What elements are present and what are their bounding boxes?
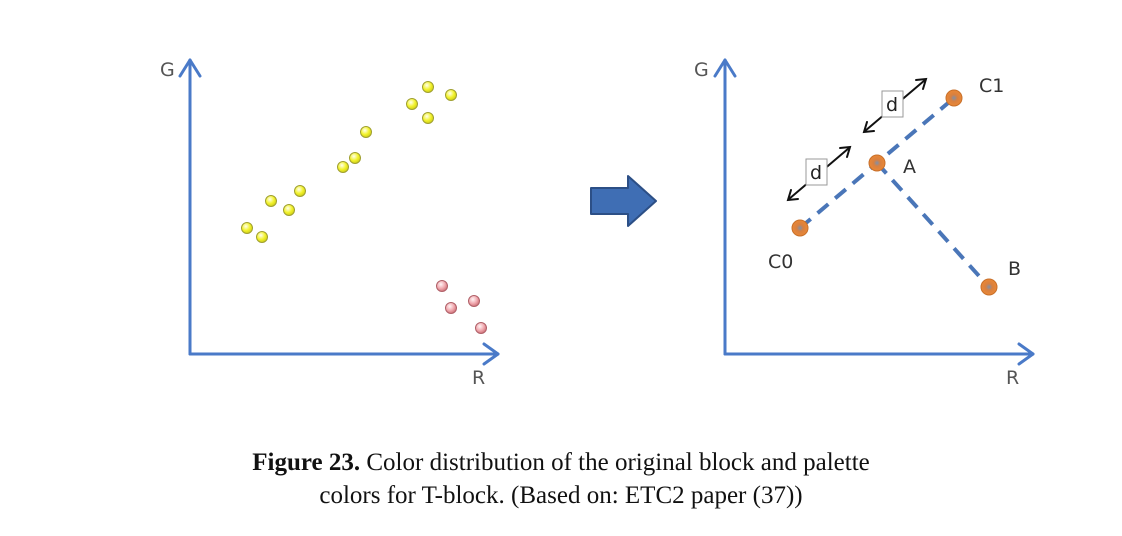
palette-points [791,89,998,296]
distance-label-upper-box [881,90,904,118]
distance-label-lower-text: d [810,162,822,184]
red-point [468,295,480,307]
palette-dashed-lines [798,96,991,289]
red-point [445,302,457,314]
yellow-point [294,185,306,197]
caption-text-line-1: Color distribution of the original block… [360,449,870,476]
distance-label-lower: d [805,158,828,186]
left-y-axis-arrowhead [178,58,202,78]
left-plot: G R [160,58,500,389]
yellow-point [406,98,418,110]
figure-caption: Figure 23. Color distribution of the ori… [0,446,1122,512]
right-y-axis-arrowhead [713,58,737,78]
left-x-axis-label: R [472,367,485,389]
point-a [868,154,886,172]
label-c1: C1 [979,75,1004,97]
yellow-point [265,195,277,207]
upper-distance-arrowhead-end [915,77,928,90]
distance-label-upper: d [881,90,904,118]
distance-arrows [786,77,928,202]
yellow-point [445,89,457,101]
lower-distance-arrowhead-end [839,145,852,158]
red-point [436,280,448,292]
yellow-cluster [241,81,457,243]
yellow-point [241,222,253,234]
red-cluster [436,280,487,334]
right-axes [713,58,1035,366]
point-c1 [945,89,963,107]
label-a: A [903,156,916,178]
red-point [475,322,487,334]
transition-arrow [590,175,657,227]
point-b [980,278,998,296]
right-plot: G R d d [694,58,1035,389]
caption-text-line-2: colors for T-block. (Based on: ETC2 pape… [319,482,803,509]
caption-line-1: Figure 23. Color distribution of the ori… [0,446,1122,479]
yellow-point [283,204,295,216]
yellow-point [360,126,372,138]
a-b-dashed-line [875,161,991,289]
lower-distance-arrowhead-start [786,189,799,202]
distance-label-lower-box [805,158,828,186]
left-axes [178,58,500,366]
yellow-point [422,81,434,93]
yellow-point [349,152,361,164]
yellow-point [422,112,434,124]
yellow-point [256,231,268,243]
yellow-point [337,161,349,173]
right-y-axis-label: G [694,59,709,81]
left-x-axis-arrowhead [482,342,500,366]
point-c0 [791,219,809,237]
right-x-axis-arrowhead [1017,342,1035,366]
caption-figure-number: Figure 23. [252,449,361,476]
distance-label-upper-text: d [886,94,898,116]
label-c0: C0 [768,251,793,273]
label-b: B [1008,258,1021,280]
left-y-axis-label: G [160,59,175,81]
right-x-axis-label: R [1006,367,1019,389]
upper-distance-arrowhead-start [862,121,875,134]
